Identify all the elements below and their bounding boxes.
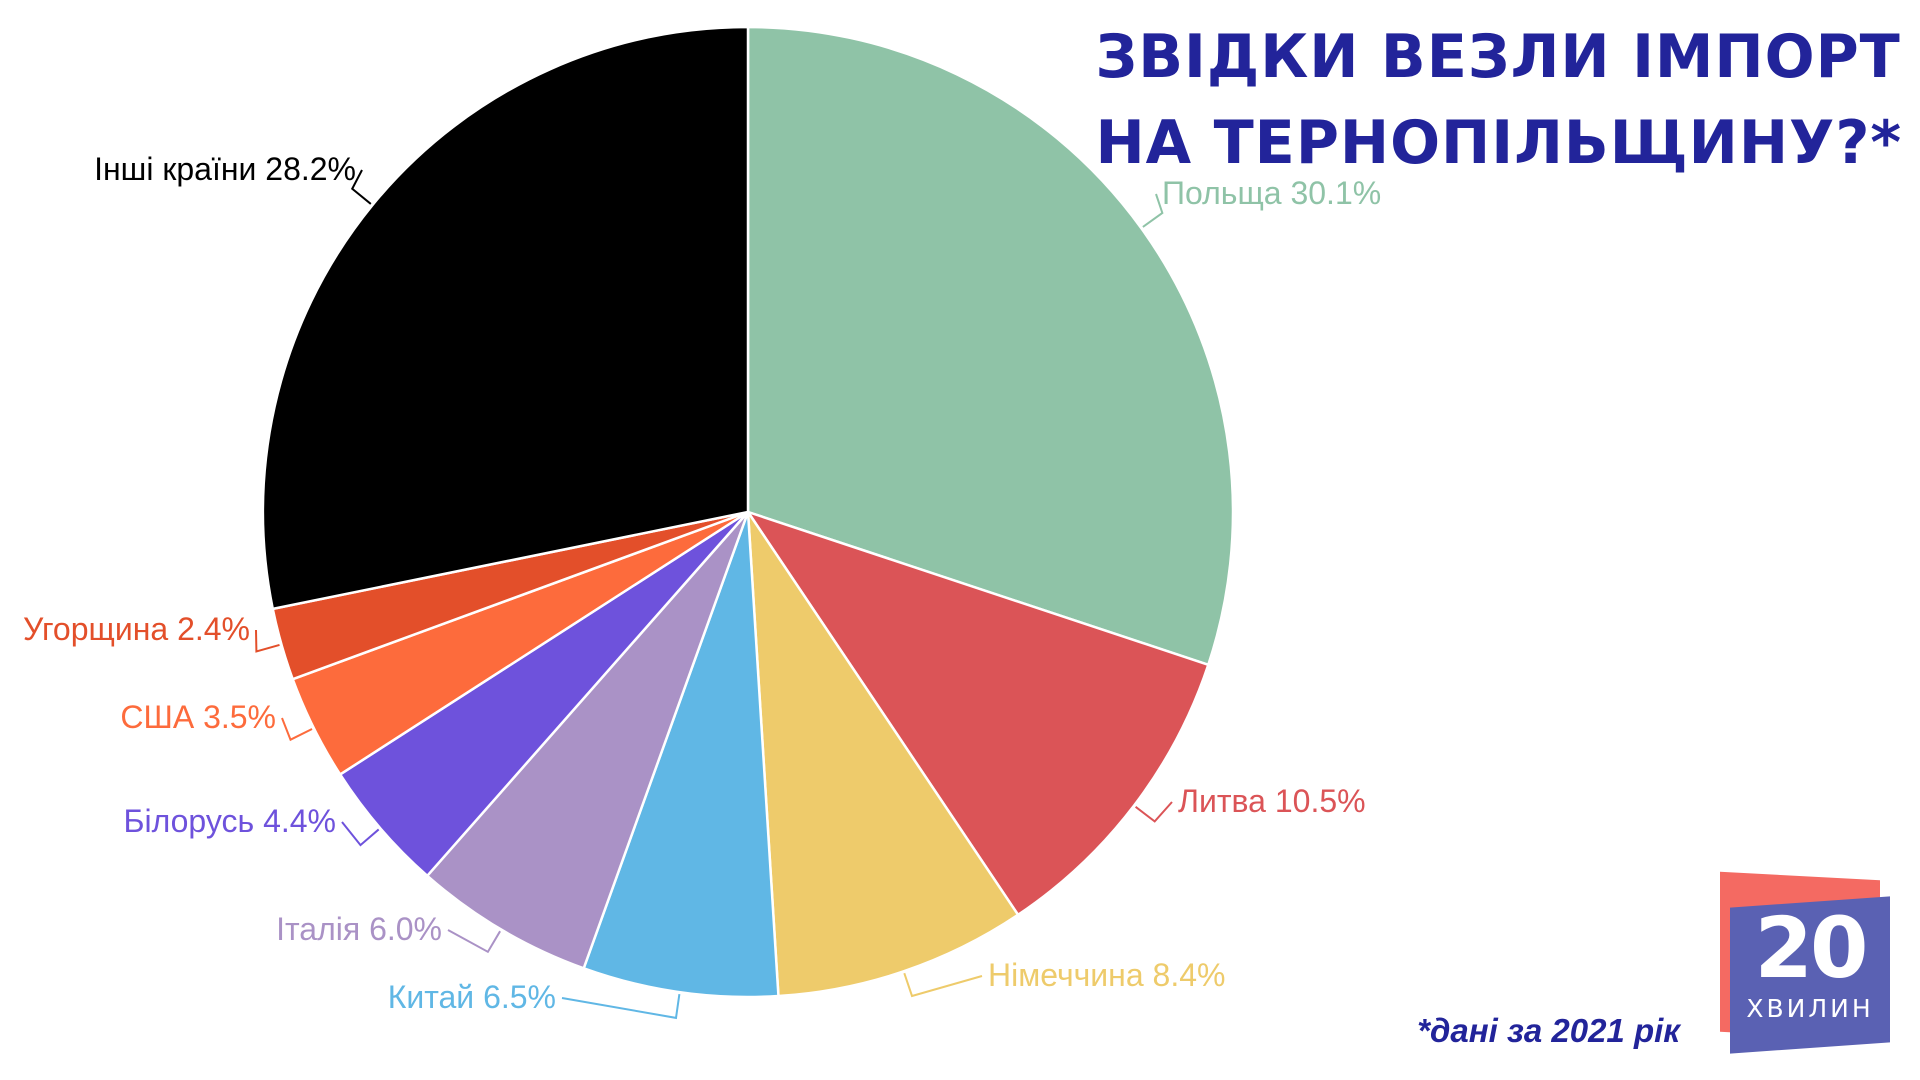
pie-slices — [261, 25, 1235, 999]
leader-line-2 — [1134, 801, 1173, 823]
logo-number: 20 — [1754, 899, 1869, 997]
leader-line-8 — [255, 629, 280, 653]
slice-label-7: США 3.5% — [120, 699, 276, 735]
slice-label-3: Німеччина 8.4% — [988, 957, 1225, 993]
leader-line-4 — [561, 994, 681, 1020]
pie-slice-5 — [426, 510, 750, 970]
pie-slice-4 — [582, 510, 780, 999]
leader-line-5 — [447, 929, 501, 954]
logo-word: ХВИЛИН — [1746, 994, 1874, 1023]
pie-slice-3 — [746, 510, 1020, 998]
brand-logo: 20 ХВИЛИН — [1720, 871, 1890, 1054]
leader-line-1 — [1142, 193, 1164, 228]
slice-label-2: Литва 10.5% — [1178, 783, 1366, 819]
chart-title: ЗВІДКИ ВЕЗЛИ ІМПОРТ НА ТЕРНОПІЛЬЩИНУ?* — [1095, 14, 1902, 186]
slice-label-1: Польща 30.1% — [1162, 175, 1381, 211]
slice-labels: Польща 30.1% Литва 10.5% Німеччина 8.4% Кит… — [23, 151, 1381, 1015]
leader-line-7 — [281, 717, 313, 742]
pie-slice-2 — [746, 510, 1210, 917]
leader-line-9 — [350, 169, 372, 205]
slice-label-8: Угорщина 2.4% — [23, 611, 250, 647]
leader-lines — [255, 169, 1173, 1020]
slice-label-6: Білорусь 4.4% — [123, 803, 336, 839]
chart-title-line-2: НА ТЕРНОПІЛЬЩИНУ?* — [1095, 108, 1902, 178]
chart-title-line-1: ЗВІДКИ ВЕЗЛИ ІМПОРТ — [1095, 22, 1901, 92]
data-year-footnote: *дані за 2021 рік — [1417, 1012, 1680, 1049]
slice-label-9: Інші країни 28.2% — [94, 151, 356, 187]
slice-label-5: Італія 6.0% — [276, 911, 442, 947]
pie-slice-1 — [746, 25, 1235, 667]
leader-line-6 — [341, 821, 380, 847]
pie-slice-9 — [261, 25, 750, 611]
slice-label-4: Китай 6.5% — [388, 979, 556, 1015]
leader-line-3 — [903, 972, 983, 998]
